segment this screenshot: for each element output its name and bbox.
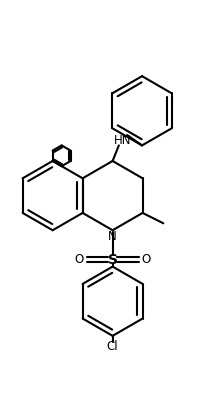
Text: O: O — [141, 253, 151, 266]
Text: HN: HN — [114, 134, 132, 147]
Text: N: N — [108, 230, 117, 243]
Text: S: S — [108, 253, 118, 267]
Text: Cl: Cl — [107, 340, 118, 353]
Text: O: O — [74, 253, 84, 266]
